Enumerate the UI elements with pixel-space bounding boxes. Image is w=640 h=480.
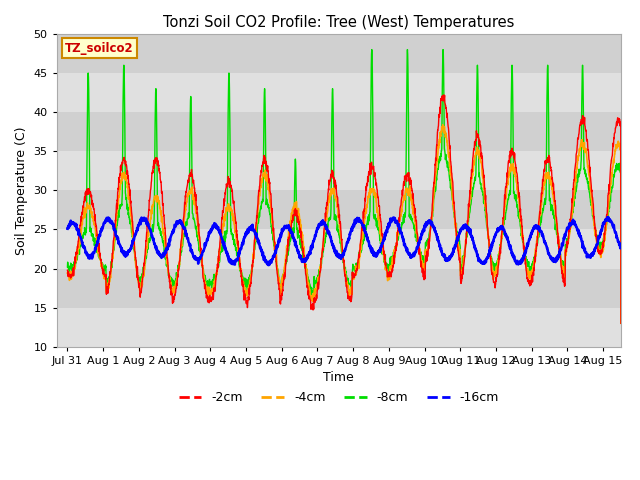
Y-axis label: Soil Temperature (C): Soil Temperature (C) xyxy=(15,126,28,254)
Text: TZ_soilco2: TZ_soilco2 xyxy=(65,42,134,55)
Bar xyxy=(57,112,621,151)
X-axis label: Time: Time xyxy=(323,372,354,384)
Bar xyxy=(57,73,621,112)
Bar xyxy=(57,151,621,191)
Bar xyxy=(57,308,621,347)
Title: Tonzi Soil CO2 Profile: Tree (West) Temperatures: Tonzi Soil CO2 Profile: Tree (West) Temp… xyxy=(163,15,515,30)
Bar xyxy=(57,191,621,229)
Bar xyxy=(57,34,621,73)
Legend: -2cm, -4cm, -8cm, -16cm: -2cm, -4cm, -8cm, -16cm xyxy=(173,386,504,409)
Bar xyxy=(57,229,621,268)
Bar xyxy=(57,268,621,308)
